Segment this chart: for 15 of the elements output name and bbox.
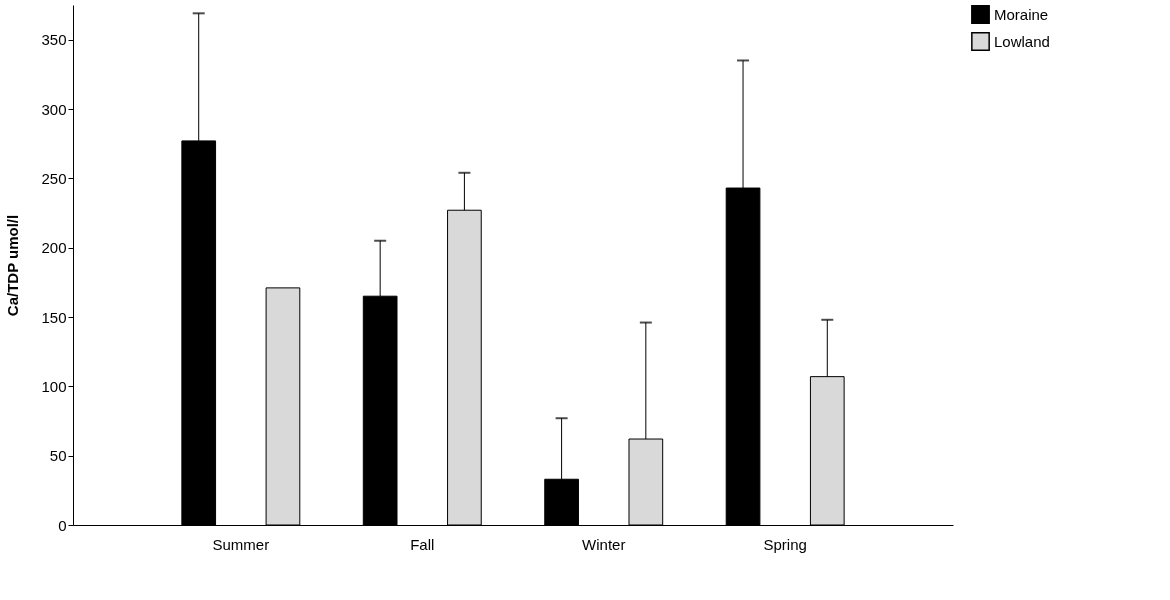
legend-label: Moraine	[994, 5, 1049, 23]
y-tick-label: 150	[41, 308, 67, 326]
x-tick-label: Fall	[410, 535, 435, 553]
y-tick-label: 100	[41, 377, 67, 395]
y-tick-label: 250	[41, 169, 67, 187]
x-tick-label: Spring	[763, 535, 807, 553]
y-tick-label: 50	[49, 447, 67, 465]
y-axis-title: Ca/TDP umol/l	[4, 214, 22, 317]
y-tick-label: 200	[41, 239, 67, 257]
y-tick-label: 350	[41, 31, 67, 49]
y-tick-label: 300	[41, 100, 67, 118]
x-tick-label: Winter	[582, 535, 626, 553]
legend-label: Lowland	[994, 32, 1050, 50]
y-tick-label: 0	[58, 516, 67, 534]
x-tick-label: Summer	[212, 535, 270, 553]
